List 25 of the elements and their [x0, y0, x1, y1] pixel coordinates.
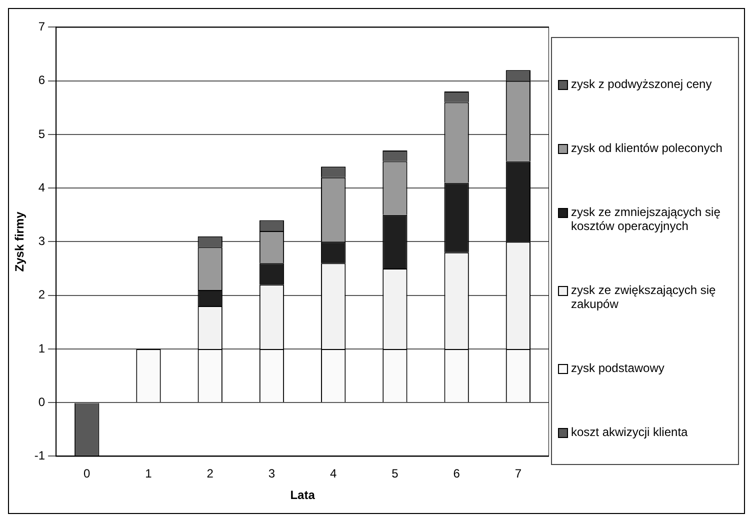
y-tick-label: 0 — [38, 394, 46, 409]
legend-label: koszt akwizycji klienta — [571, 425, 688, 439]
x-tick-label: 2 — [206, 466, 214, 481]
x-tick-label: 1 — [145, 466, 152, 481]
x-tick-label: 0 — [84, 466, 91, 481]
y-tick-label: -1 — [34, 448, 46, 463]
text: zysk podstawowy — [571, 361, 664, 375]
x-tick-label: 3 — [268, 466, 276, 481]
y-tick-label: 3 — [38, 234, 46, 248]
y-tick-label: 4 — [38, 180, 46, 194]
x-tick-label: 5 — [392, 466, 399, 481]
y-tick-label: 6 — [38, 73, 46, 88]
x-tick-label: 6 — [453, 466, 460, 481]
legend-label: zysk od klientów poleconych — [571, 141, 722, 155]
y-axis-title: Zysk firmy — [12, 211, 27, 272]
x-tick-label: 4 — [330, 466, 337, 481]
text: zysk ze zwiększających się zakupów — [571, 283, 717, 311]
y-tick-label: 1 — [38, 341, 46, 356]
x-tick-label: 7 — [514, 466, 522, 481]
x-axis-title: Lata — [290, 488, 316, 502]
legend-label: zysk z podwyższonej ceny — [571, 77, 712, 91]
legend-label: zysk ze zmniejszających się kosztów operacyjnych — [571, 205, 722, 233]
y-tick-label: 2 — [38, 288, 46, 302]
y-tick-label: 7 — [38, 20, 46, 34]
y-tick-label: 5 — [38, 126, 46, 141]
